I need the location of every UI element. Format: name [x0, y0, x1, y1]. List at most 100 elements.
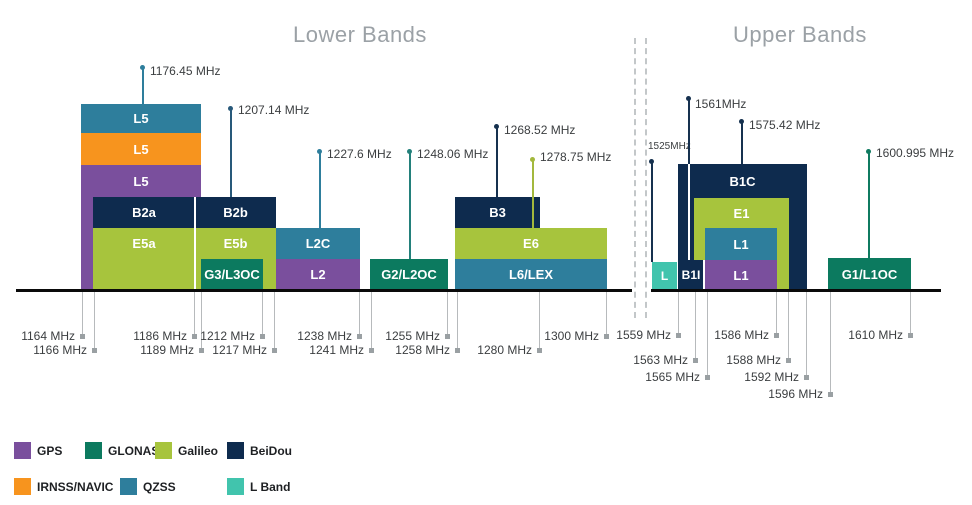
band-block-label-B1I: B1I: [681, 268, 701, 282]
band-block-label-L2: L2: [310, 267, 326, 282]
freq-marker-dot: [866, 149, 871, 154]
freq-leader-marker: [676, 333, 681, 338]
band-block-B2b: [195, 197, 276, 228]
freq-leader-line: [274, 292, 275, 348]
freq-marker-line: [532, 160, 534, 228]
block-divider-line: [688, 164, 690, 260]
legend-swatch-glonass: [85, 442, 102, 459]
band-block-label-E6: E6: [523, 236, 539, 251]
freq-marker-line: [741, 122, 743, 164]
band-block-label-L-band: L: [660, 269, 669, 283]
band-block-label-B2a: B2a: [132, 205, 156, 220]
band-block-label-L5-gps: L5: [133, 173, 149, 189]
freq-marker-dot: [530, 157, 535, 162]
band-block-G3L3OC: [201, 259, 263, 290]
freq-marker-dot: [739, 119, 744, 124]
lower-bands-title: Lower Bands: [293, 22, 427, 47]
band-block-label-L2C: L2C: [305, 236, 331, 251]
freq-leader-marker: [693, 358, 698, 363]
band-block-G1L1OC: [828, 258, 911, 290]
freq-leader-label: 1586 MHz: [714, 328, 769, 342]
freq-leader-line: [201, 292, 202, 348]
band-block-L2C: [276, 228, 360, 259]
band-block-L5-irnss: [81, 133, 201, 165]
band-block-label-E5b: E5b: [223, 236, 248, 251]
band-block-label-G2L2OC: G2/L2OC: [381, 267, 437, 282]
band-block-B2a: [93, 197, 195, 228]
freq-leader-label: 1610 MHz: [848, 328, 903, 342]
freq-marker-label: 1248.06 MHz: [417, 147, 489, 161]
freq-leader-label: 1166 MHz: [33, 343, 87, 357]
legend-label-galileo: Galileo: [178, 444, 219, 458]
band-block-label-L1-qzss: L1: [733, 236, 749, 252]
band-block-label-E1: E1: [733, 205, 750, 221]
freq-marker-line: [651, 162, 653, 262]
freq-leader-line: [371, 292, 372, 348]
band-block-B3: [455, 197, 540, 228]
freq-leader-line: [539, 292, 540, 348]
band-block-label-B3: B3: [489, 205, 506, 220]
band-block-G2L2OC: [370, 259, 448, 290]
freq-leader-label: 1186 MHz: [133, 329, 187, 343]
band-block-L6LEX: [455, 259, 607, 290]
freq-leader-marker: [192, 334, 197, 339]
freq-leader-line: [447, 292, 448, 334]
freq-marker-line: [868, 152, 870, 258]
freq-marker-line: [230, 109, 232, 197]
freq-leader-line: [606, 292, 607, 334]
legend-label-beidou: BeiDou: [250, 444, 292, 458]
block-divider-line: [703, 260, 705, 290]
band-block-E6: [455, 228, 607, 259]
legend-label-qzss: QZSS: [143, 480, 176, 494]
band-block-L5-qzss: [81, 104, 201, 133]
band-block-L2: [276, 259, 360, 290]
freq-leader-marker: [537, 348, 542, 353]
freq-marker-label: 1227.6 MHz: [327, 147, 392, 161]
freq-marker-dot: [649, 159, 654, 164]
freq-marker-dot: [317, 149, 322, 154]
freq-leader-label: 1588 MHz: [726, 353, 781, 367]
freq-leader-marker: [445, 334, 450, 339]
freq-leader-marker: [272, 348, 277, 353]
freq-leader-marker: [705, 375, 710, 380]
freq-leader-label: 1189 MHz: [140, 343, 194, 357]
freq-leader-label: 1559 MHz: [616, 328, 671, 342]
block-divider-line: [194, 197, 196, 290]
freq-leader-label: 1164 MHz: [21, 329, 75, 343]
freq-leader-line: [359, 292, 360, 334]
freq-leader-label: 1255 MHz: [385, 329, 440, 343]
freq-leader-line: [194, 292, 195, 334]
freq-marker-label: 1268.52 MHz: [504, 123, 576, 137]
freq-leader-line: [262, 292, 263, 334]
band-block-label-L5-qzss: L5: [133, 111, 149, 126]
freq-leader-label: 1300 MHz: [544, 329, 599, 343]
freq-marker-label: 1207.14 MHz: [238, 103, 310, 117]
freq-leader-label: 1280 MHz: [477, 343, 532, 357]
band-block-label-B2b: B2b: [223, 205, 248, 220]
band-block-label-L1-gps: L1: [733, 267, 749, 283]
upper-bands-title: Upper Bands: [733, 22, 867, 47]
freq-marker-label: 1575.42 MHz: [749, 118, 821, 132]
freq-leader-label: 1596 MHz: [768, 387, 823, 401]
band-block-label-L5-irnss: L5: [133, 141, 149, 157]
freq-leader-label: 1238 MHz: [297, 329, 352, 343]
legend-label-glonass: GLONASS: [108, 444, 168, 458]
freq-leader-label: 1563 MHz: [633, 353, 688, 367]
freq-leader-line: [788, 292, 789, 358]
freq-leader-marker: [774, 333, 779, 338]
freq-marker-dot: [407, 149, 412, 154]
freq-marker-label: 1561MHz: [695, 97, 747, 111]
legend-swatch-lband: [227, 478, 244, 495]
freq-leader-marker: [92, 348, 97, 353]
band-separator-dashed-line: [645, 38, 647, 318]
freq-leader-label: 1241 MHz: [309, 343, 364, 357]
lower-baseline: [16, 289, 632, 292]
freq-leader-line: [457, 292, 458, 348]
freq-leader-label: 1565 MHz: [645, 370, 700, 384]
freq-leader-line: [910, 292, 911, 333]
freq-marker-label: 1525MHz: [648, 141, 691, 152]
freq-leader-line: [94, 292, 95, 348]
freq-leader-line: [695, 292, 696, 358]
freq-leader-line: [776, 292, 777, 333]
freq-marker-label: 1600.995 MHz: [876, 146, 955, 160]
